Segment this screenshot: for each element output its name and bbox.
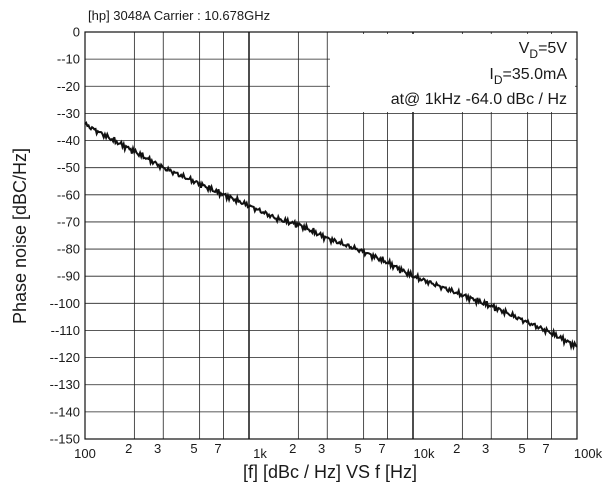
- y-tick-label: --70: [57, 214, 80, 229]
- x-tick-label: 2: [125, 441, 132, 456]
- plot-frame: [84, 31, 578, 440]
- annotation-id: ID=35.0mA: [489, 66, 567, 87]
- y-tick-label: --150: [50, 432, 80, 447]
- x-axis-label: [f] [dBc / Hz] VS f [Hz]: [243, 462, 417, 482]
- chart-title: [hp] 3048A Carrier : 10.678GHz: [88, 8, 270, 23]
- x-tick-label: 5: [190, 441, 197, 456]
- x-tick-label: 7: [378, 441, 385, 456]
- x-tick-label: 5: [518, 441, 525, 456]
- x-tick-label: 2: [453, 441, 460, 456]
- x-tick-label: 10k: [414, 446, 435, 461]
- series-layer: [84, 120, 578, 351]
- y-tick-label: --90: [57, 269, 80, 284]
- annotation-at: at@ 1kHz -64.0 dBc / Hz: [391, 91, 567, 108]
- x-tick-label: 7: [542, 441, 549, 456]
- y-tick-label: --50: [57, 160, 80, 175]
- y-tick-label: --100: [50, 296, 80, 311]
- y-tick-label: --120: [50, 350, 80, 365]
- y-tick-label: --60: [57, 187, 80, 202]
- y-tick-label: --40: [57, 133, 80, 148]
- x-tick-label: 3: [154, 441, 161, 456]
- y-tick-label: --130: [50, 377, 80, 392]
- grid: [85, 31, 577, 440]
- y-tick-label: --80: [57, 242, 80, 257]
- annotation-vd: VD=5V: [519, 40, 568, 61]
- y-axis-label: Phase noise [dBC/Hz]: [10, 148, 30, 324]
- x-tick-label: 5: [354, 441, 361, 456]
- y-tick-label: --140: [50, 404, 80, 419]
- y-tick-label: --10: [57, 52, 80, 67]
- annotation-box: [330, 34, 575, 112]
- x-tick-label: 3: [318, 441, 325, 456]
- x-tick-label: 100: [74, 446, 96, 461]
- x-tick-label: 2: [289, 441, 296, 456]
- x-tick-label: 7: [214, 441, 221, 456]
- y-tick-label: 0: [73, 25, 80, 40]
- y-axis-ticks: 0 --10 --20 --30 --40 --50 --60 --70 --80 --90 --1…: [50, 25, 80, 447]
- y-tick-label: --110: [51, 323, 80, 338]
- x-tick-label: 100k: [574, 446, 603, 461]
- x-tick-label: 1k: [253, 446, 267, 461]
- phase-noise-series-line: [84, 120, 578, 351]
- x-tick-label: 3: [482, 441, 489, 456]
- y-tick-label: --20: [57, 79, 80, 94]
- y-tick-label: --30: [57, 106, 80, 121]
- x-axis-ticks: 100 2 3 5 7 1k 2 3 5 7 10k 2 3 5 7 100k: [74, 441, 602, 461]
